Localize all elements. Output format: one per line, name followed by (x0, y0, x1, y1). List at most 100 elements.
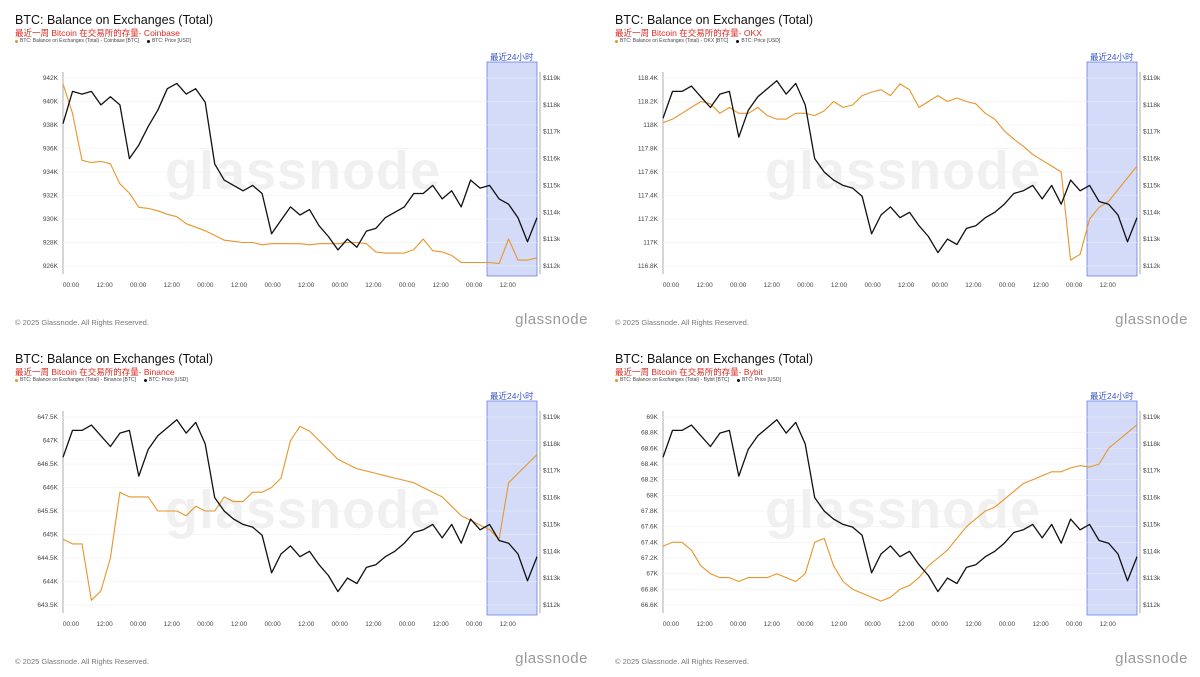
legend-item-balance[interactable]: BTC: Balance on Exchanges (Total) - OKX … (615, 38, 728, 44)
x-tick-label: 12:00 (96, 621, 113, 628)
x-tick-label: 12:00 (164, 282, 181, 289)
left-tick-label: 116.8K (638, 263, 659, 270)
right-tick-label: $113k (543, 575, 561, 582)
right-tick-label: $112k (543, 602, 561, 609)
last-24h-highlight (1086, 61, 1138, 277)
left-tick-label: 934K (43, 169, 59, 176)
legend-item-price[interactable]: BTC: Price [USD] (736, 38, 780, 44)
chart-panel-binance: BTC: Balance on Exchanges (Total) 最近一周 B… (0, 339, 600, 677)
price-line (62, 419, 538, 593)
right-tick-label: $113k (1143, 575, 1161, 582)
chart-subtitle: 最近一周 Bitcoin 在交易所的存量- Bybit (615, 367, 763, 377)
x-tick-label: 12:00 (965, 621, 982, 628)
legend: BTC: Balance on Exchanges (Total) - Bybi… (615, 377, 781, 383)
chart-panel-okx: BTC: Balance on Exchanges (Total) 最近一周 B… (600, 0, 1200, 338)
x-tick-label: 00:00 (466, 282, 483, 289)
legend: BTC: Balance on Exchanges (Total) - Coin… (15, 38, 191, 44)
right-tick-label: $116k (1143, 495, 1161, 502)
right-tick-label: $115k (1143, 521, 1161, 528)
x-tick-label: 12:00 (1100, 621, 1117, 628)
legend-item-price[interactable]: BTC: Price [USD] (146, 38, 191, 44)
legend-item-price[interactable]: BTC: Price [USD] (736, 377, 781, 383)
left-tick-label: 938K (43, 122, 59, 129)
right-tick-label: $114k (543, 209, 561, 216)
legend-item-balance[interactable]: BTC: Balance on Exchanges (Total) - Bybi… (615, 377, 729, 383)
chart-title: BTC: Balance on Exchanges (Total) (15, 352, 214, 366)
right-tick-label: $116k (1143, 156, 1161, 163)
x-tick-label: 00:00 (399, 621, 416, 628)
x-tick-label: 12:00 (365, 621, 382, 628)
last-24h-highlight (1086, 400, 1138, 616)
left-tick-label: 69K (646, 414, 658, 421)
right-tick-label: $112k (543, 263, 561, 270)
x-tick-label: 00:00 (663, 621, 680, 628)
price-line (62, 82, 538, 251)
copyright-text: © 2025 Glassnode. All Rights Reserved. (15, 657, 149, 666)
chart-panel-bybit: BTC: Balance on Exchanges (Total) 最近一周 B… (600, 339, 1200, 677)
x-tick-label: 00:00 (399, 282, 416, 289)
legend-dot-icon (736, 378, 740, 382)
left-tick-label: 67K (646, 571, 658, 578)
x-tick-label: 00:00 (264, 621, 281, 628)
left-tick-label: 67.4K (641, 539, 659, 546)
right-tick-label: $118k (1143, 102, 1161, 109)
chart-subtitle: 最近一周 Bitcoin 在交易所的存量- Coinbase (15, 28, 180, 38)
x-tick-label: 00:00 (130, 621, 147, 628)
balance-line (62, 425, 538, 601)
brand-logo: glassnode (1115, 311, 1188, 328)
balance-line (662, 424, 1138, 602)
left-tick-label: 936K (43, 146, 59, 153)
x-tick-label: 12:00 (764, 282, 781, 289)
chart-subtitle: 最近一周 Bitcoin 在交易所的存量- OKX (615, 28, 762, 38)
x-tick-label: 00:00 (197, 621, 214, 628)
left-tick-label: 66.6K (641, 602, 659, 609)
legend-dot-icon (615, 378, 618, 382)
left-tick-label: 68K (646, 492, 658, 499)
x-tick-label: 12:00 (965, 282, 982, 289)
right-tick-label: $115k (543, 182, 561, 189)
x-tick-label: 00:00 (1066, 621, 1083, 628)
left-tick-label: 67.8K (641, 508, 659, 515)
x-tick-label: 12:00 (831, 621, 848, 628)
left-tick-label: 645.5K (37, 508, 58, 515)
x-tick-label: 00:00 (864, 621, 881, 628)
left-tick-label: 66.8K (641, 586, 659, 593)
price-line (662, 80, 1138, 254)
right-tick-label: $113k (543, 236, 561, 243)
left-tick-label: 117.8K (638, 146, 659, 153)
highlight-label: 最近24小时 (1090, 52, 1134, 62)
highlight-label: 最近24小时 (1090, 391, 1134, 401)
x-tick-label: 00:00 (466, 621, 483, 628)
right-tick-label: $114k (543, 548, 561, 555)
left-tick-label: 117.4K (638, 193, 659, 200)
right-tick-label: $119k (543, 414, 561, 421)
x-tick-label: 00:00 (999, 282, 1016, 289)
x-tick-label: 12:00 (231, 621, 248, 628)
right-tick-label: $112k (1143, 602, 1161, 609)
legend-item-balance[interactable]: BTC: Balance on Exchanges (Total) - Coin… (15, 38, 139, 44)
left-tick-label: 647K (43, 438, 59, 445)
right-tick-label: $118k (543, 102, 561, 109)
highlight-label: 最近24小时 (490, 52, 534, 62)
left-tick-label: 118K (643, 122, 658, 129)
x-tick-label: 00:00 (730, 621, 747, 628)
x-tick-label: 12:00 (500, 282, 517, 289)
left-tick-label: 68.4K (641, 461, 659, 468)
x-tick-label: 00:00 (197, 282, 214, 289)
left-tick-label: 940K (43, 99, 59, 106)
x-tick-label: 12:00 (298, 621, 315, 628)
x-tick-label: 12:00 (696, 621, 713, 628)
x-tick-label: 00:00 (1066, 282, 1083, 289)
legend-item-price[interactable]: BTC: Price [USD] (143, 377, 188, 383)
highlight-label: 最近24小时 (490, 391, 534, 401)
left-tick-label: 68.6K (641, 445, 659, 452)
x-tick-label: 00:00 (999, 621, 1016, 628)
chart-plot: 最近24小时 647.5K 647K 646.5K 646K 645.5K 645K 644.… (37, 391, 561, 628)
left-tick-label: 644.5K (37, 555, 58, 562)
x-tick-label: 12:00 (500, 621, 517, 628)
legend: BTC: Balance on Exchanges (Total) - OKX … (615, 38, 780, 44)
legend-item-balance[interactable]: BTC: Balance on Exchanges (Total) - Bina… (15, 377, 136, 383)
brand-logo: glassnode (515, 650, 588, 667)
last-24h-highlight (486, 61, 538, 277)
right-tick-label: $117k (543, 468, 561, 475)
